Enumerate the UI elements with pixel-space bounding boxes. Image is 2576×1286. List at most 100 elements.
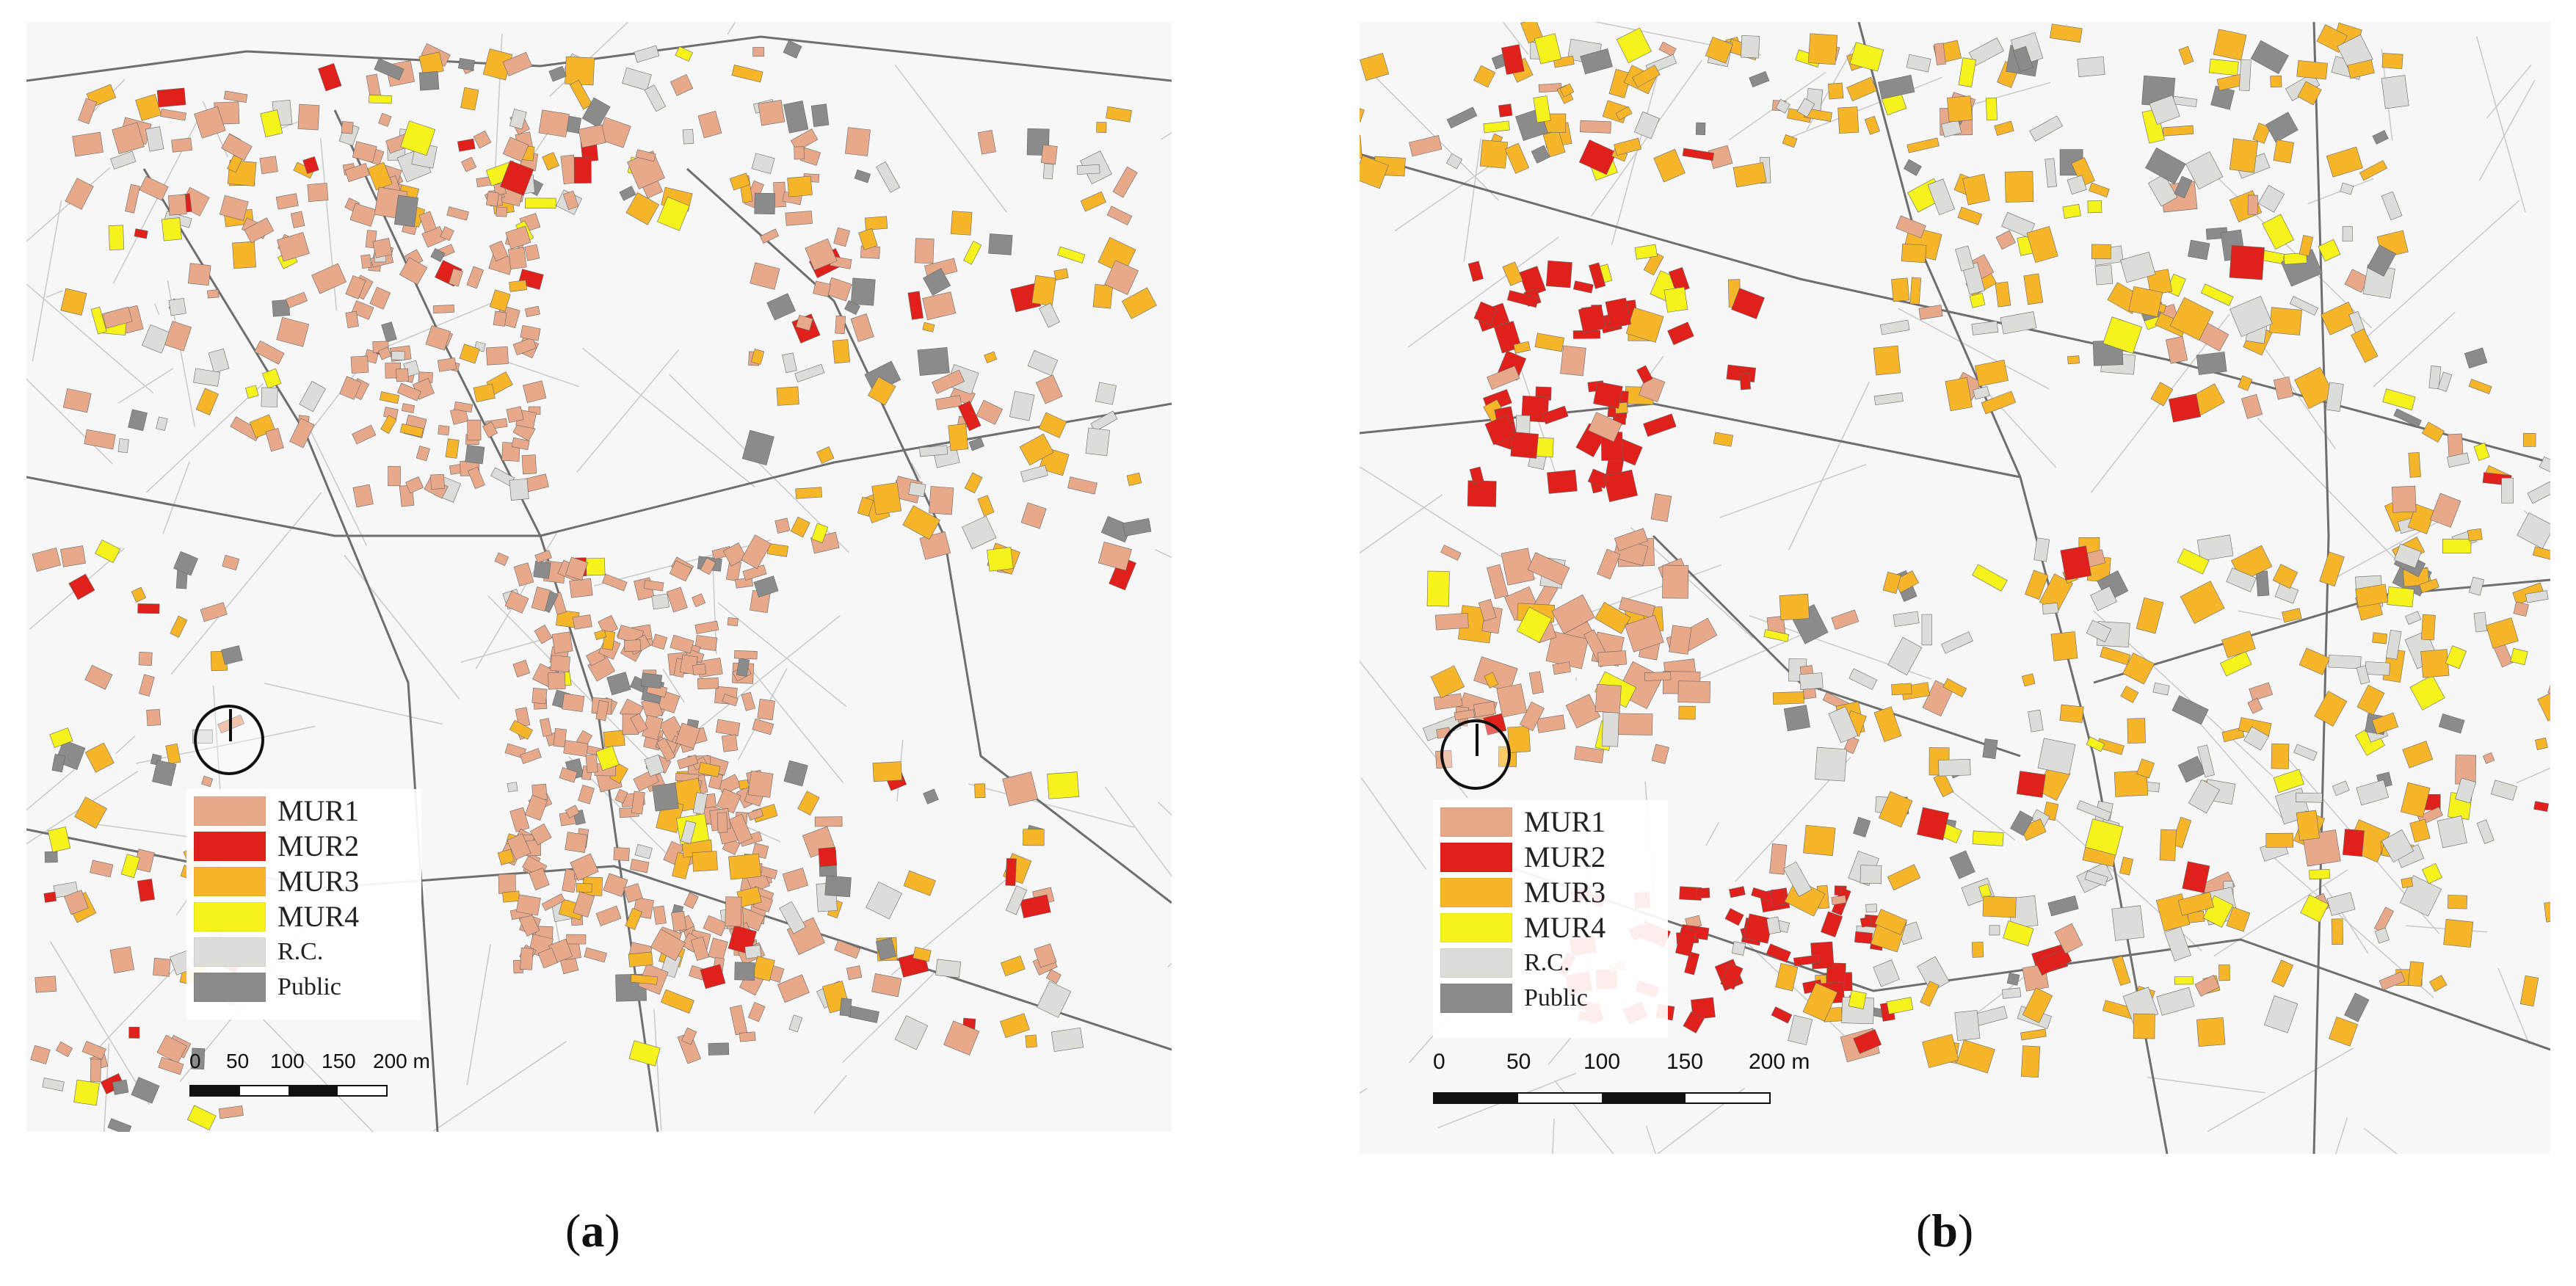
parcel-line <box>662 668 685 703</box>
building-footprint <box>757 699 775 721</box>
building-footprint <box>625 907 642 930</box>
building-footprint <box>60 545 86 567</box>
building-footprint <box>378 112 392 127</box>
building-footprint <box>1479 139 1509 169</box>
building-footprint <box>850 313 874 342</box>
parcel-line <box>1611 74 1658 246</box>
building-footprint <box>2177 548 2210 575</box>
building-footprint <box>2517 512 2550 549</box>
building-footprint <box>1027 350 1059 377</box>
building-footprint <box>1941 120 1962 138</box>
building-footprint <box>496 206 508 217</box>
building-footprint <box>1615 713 1653 735</box>
building-footprint <box>1067 476 1097 495</box>
building-footprint <box>500 160 534 196</box>
building-footprint <box>2111 955 2131 986</box>
building-footprint <box>120 854 140 879</box>
building-footprint <box>2197 744 2215 778</box>
building-footprint <box>2243 726 2269 751</box>
building-footprint <box>682 128 694 145</box>
building-footprint <box>1788 1014 1813 1045</box>
building-footprint <box>2402 741 2434 769</box>
building-footprint <box>2172 695 2209 725</box>
building-footprint <box>524 794 548 821</box>
building-footprint <box>1634 244 1658 260</box>
street-line <box>1360 153 2550 464</box>
building-footprint <box>2468 379 2492 394</box>
building-footprint <box>1020 894 1051 918</box>
building-footprint <box>2469 576 2485 596</box>
building-footprint <box>1982 738 1998 759</box>
building-footprint <box>1973 385 1990 400</box>
building-footprint <box>1559 83 1575 98</box>
building-footprint <box>562 693 585 713</box>
building-footprint <box>531 586 551 611</box>
building-footprint <box>2062 203 2081 219</box>
building-footprint <box>1005 858 1017 887</box>
building-footprint <box>834 940 861 959</box>
building-footprint <box>1981 390 2017 415</box>
street-line <box>142 168 439 1132</box>
building-footprint <box>1040 144 1058 165</box>
building-footprint <box>2010 810 2033 836</box>
building-footprint <box>2000 311 2037 335</box>
building-footprint <box>2252 123 2271 144</box>
parcel-line <box>2478 79 2536 181</box>
building-footprint <box>1057 246 1086 264</box>
building-footprint <box>1446 106 1478 128</box>
building-footprint <box>2250 40 2289 75</box>
building-footprint <box>372 238 393 258</box>
building-footprint <box>341 120 354 134</box>
building-footprint <box>2265 112 2299 143</box>
building-footprint <box>2371 712 2399 735</box>
building-footprint <box>1901 243 1927 264</box>
building-footprint <box>539 718 553 737</box>
building-footprint <box>736 658 750 677</box>
building-footprint <box>485 191 499 207</box>
building-footprint <box>1096 122 1107 133</box>
building-footprint <box>1969 292 1986 308</box>
building-footprint <box>692 664 707 676</box>
building-footprint <box>1846 76 1877 101</box>
parcel-line <box>26 769 76 811</box>
building-footprint <box>935 959 962 978</box>
building-footprint <box>871 482 902 515</box>
building-footprint <box>2446 452 2470 468</box>
building-footprint <box>550 655 570 672</box>
building-footprint <box>275 193 299 210</box>
building-footprint <box>1675 927 1697 957</box>
building-footprint <box>2156 987 2195 1016</box>
street-line <box>26 476 540 537</box>
parcel-line <box>1167 962 1172 967</box>
building-footprint <box>457 57 476 71</box>
building-footprint <box>1873 706 1902 742</box>
building-footprint <box>290 211 305 228</box>
building-footprint <box>2238 59 2252 91</box>
building-footprint <box>259 156 278 175</box>
parcel-line <box>32 200 62 362</box>
building-footprint <box>766 543 788 557</box>
building-footprint <box>783 760 808 787</box>
parcel-line <box>1553 1080 1614 1154</box>
building-footprint <box>1531 145 1550 164</box>
parcel-line <box>26 771 139 845</box>
building-footprint <box>1634 111 1660 139</box>
building-footprint <box>2443 919 2474 948</box>
building-footprint <box>360 254 372 269</box>
building-footprint <box>1454 709 1476 721</box>
building-footprint <box>1440 545 1462 561</box>
building-footprint <box>810 103 830 127</box>
building-footprint <box>2200 283 2234 306</box>
building-footprint <box>2365 661 2390 676</box>
building-footprint <box>797 791 820 815</box>
building-footprint <box>311 263 347 294</box>
parcel-line <box>582 347 755 488</box>
building-footprint <box>2539 456 2550 473</box>
building-footprint <box>671 911 687 932</box>
building-footprint <box>630 713 648 734</box>
building-footprint <box>374 58 404 81</box>
building-footprint <box>173 551 198 576</box>
scale-bar-a: 0 50 100 150 200 m <box>189 1050 430 1101</box>
building-footprint <box>866 881 903 920</box>
building-footprint <box>167 194 187 216</box>
